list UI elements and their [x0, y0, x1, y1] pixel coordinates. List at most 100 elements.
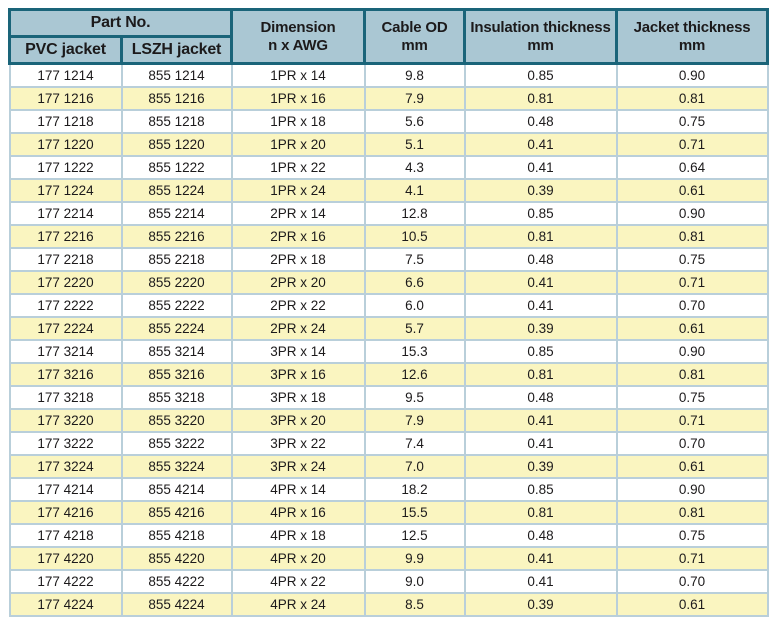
cell-dimension: 1PR x 16 [230, 85, 366, 111]
cell-jacket_thickness_mm: 0.71 [615, 131, 769, 157]
cell-dimension: 2PR x 24 [230, 315, 366, 341]
cell-insulation_thickness_mm: 0.39 [463, 177, 618, 203]
cell-dimension: 4PR x 22 [230, 568, 366, 594]
cell-pvc_part_no: 177 4224 [8, 591, 123, 617]
cell-cable_od_mm: 4.1 [363, 177, 466, 203]
cell-dimension: 3PR x 20 [230, 407, 366, 433]
cell-jacket_thickness_mm: 0.81 [615, 223, 769, 249]
table-row: 177 3220 855 3220 3PR x 20 7.9 0.41 0.71 [8, 407, 769, 433]
cell-pvc_part_no: 177 1222 [8, 154, 123, 180]
table-body: 177 1214 855 1214 1PR x 14 9.8 0.85 0.90 177 1… [8, 62, 769, 617]
cell-lszh_part_no: 855 3218 [120, 384, 233, 410]
cell-jacket_thickness_mm: 0.75 [615, 384, 769, 410]
cell-jacket_thickness_mm: 0.75 [615, 522, 769, 548]
cell-pvc_part_no: 177 2220 [8, 269, 123, 295]
cell-jacket_thickness_mm: 0.64 [615, 154, 769, 180]
header-dimension: Dimension n x AWG [230, 8, 366, 65]
cell-dimension: 1PR x 14 [230, 62, 366, 88]
cell-lszh_part_no: 855 1222 [120, 154, 233, 180]
cell-lszh_part_no: 855 1224 [120, 177, 233, 203]
table-row: 177 3214 855 3214 3PR x 14 15.3 0.85 0.90 [8, 338, 769, 364]
cell-jacket_thickness_mm: 0.70 [615, 430, 769, 456]
cell-pvc_part_no: 177 4214 [8, 476, 123, 502]
cell-pvc_part_no: 177 3218 [8, 384, 123, 410]
cell-cable_od_mm: 12.5 [363, 522, 466, 548]
cell-insulation_thickness_mm: 0.41 [463, 292, 618, 318]
header-cable-od: Cable OD mm [363, 8, 466, 65]
cell-insulation_thickness_mm: 0.48 [463, 522, 618, 548]
cell-dimension: 3PR x 24 [230, 453, 366, 479]
cell-insulation_thickness_mm: 0.48 [463, 108, 618, 134]
cell-pvc_part_no: 177 3220 [8, 407, 123, 433]
header-cable-od-line1: Cable OD [381, 18, 448, 36]
cell-jacket_thickness_mm: 0.61 [615, 591, 769, 617]
table-row: 177 4218 855 4218 4PR x 18 12.5 0.48 0.75 [8, 522, 769, 548]
cell-insulation_thickness_mm: 0.85 [463, 62, 618, 88]
cell-cable_od_mm: 9.5 [363, 384, 466, 410]
cell-cable_od_mm: 9.9 [363, 545, 466, 571]
cell-dimension: 3PR x 16 [230, 361, 366, 387]
header-dimension-line2: n x AWG [268, 36, 328, 54]
cell-cable_od_mm: 6.0 [363, 292, 466, 318]
cell-lszh_part_no: 855 1216 [120, 85, 233, 111]
cell-pvc_part_no: 177 2216 [8, 223, 123, 249]
cell-jacket_thickness_mm: 0.61 [615, 453, 769, 479]
table-row: 177 1216 855 1216 1PR x 16 7.9 0.81 0.81 [8, 85, 769, 111]
cell-cable_od_mm: 6.6 [363, 269, 466, 295]
cell-lszh_part_no: 855 1218 [120, 108, 233, 134]
cell-insulation_thickness_mm: 0.41 [463, 430, 618, 456]
cell-lszh_part_no: 855 1220 [120, 131, 233, 157]
cell-pvc_part_no: 177 4216 [8, 499, 123, 525]
cell-insulation_thickness_mm: 0.85 [463, 200, 618, 226]
cell-cable_od_mm: 7.0 [363, 453, 466, 479]
cell-insulation_thickness_mm: 0.81 [463, 361, 618, 387]
cell-cable_od_mm: 12.8 [363, 200, 466, 226]
cell-insulation_thickness_mm: 0.81 [463, 85, 618, 111]
cell-cable_od_mm: 9.0 [363, 568, 466, 594]
cell-dimension: 1PR x 18 [230, 108, 366, 134]
cell-dimension: 4PR x 16 [230, 499, 366, 525]
cell-dimension: 3PR x 22 [230, 430, 366, 456]
cell-insulation_thickness_mm: 0.48 [463, 384, 618, 410]
cell-pvc_part_no: 177 4220 [8, 545, 123, 571]
cell-cable_od_mm: 5.1 [363, 131, 466, 157]
cell-jacket_thickness_mm: 0.90 [615, 476, 769, 502]
cell-insulation_thickness_mm: 0.41 [463, 154, 618, 180]
cell-jacket_thickness_mm: 0.70 [615, 292, 769, 318]
cell-dimension: 2PR x 18 [230, 246, 366, 272]
cell-cable_od_mm: 7.9 [363, 407, 466, 433]
header-row-top: Part No. Dimension n x AWG Cable OD mm I… [8, 8, 769, 65]
cell-insulation_thickness_mm: 0.48 [463, 246, 618, 272]
header-insulation-thickness: Insulation thickness mm [463, 8, 618, 65]
table-row: 177 3218 855 3218 3PR x 18 9.5 0.48 0.75 [8, 384, 769, 410]
cell-pvc_part_no: 177 3214 [8, 338, 123, 364]
cell-jacket_thickness_mm: 0.81 [615, 499, 769, 525]
cell-insulation_thickness_mm: 0.81 [463, 223, 618, 249]
cell-cable_od_mm: 7.5 [363, 246, 466, 272]
cell-lszh_part_no: 855 4224 [120, 591, 233, 617]
cell-dimension: 1PR x 20 [230, 131, 366, 157]
header-jacket-thickness: Jacket thickness mm [615, 8, 769, 65]
cell-insulation_thickness_mm: 0.41 [463, 269, 618, 295]
header-row-sub: PVC jacket LSZH jacket [8, 35, 768, 65]
cell-dimension: 1PR x 22 [230, 154, 366, 180]
table-row: 177 4220 855 4220 4PR x 20 9.9 0.41 0.71 [8, 545, 769, 571]
cell-dimension: 4PR x 24 [230, 591, 366, 617]
header-jacket-line1: Jacket thickness [633, 18, 751, 36]
cell-cable_od_mm: 15.3 [363, 338, 466, 364]
cell-jacket_thickness_mm: 0.70 [615, 568, 769, 594]
cell-dimension: 2PR x 22 [230, 292, 366, 318]
cell-cable_od_mm: 8.5 [363, 591, 466, 617]
table-row: 177 1222 855 1222 1PR x 22 4.3 0.41 0.64 [8, 154, 769, 180]
cell-lszh_part_no: 855 3216 [120, 361, 233, 387]
cell-lszh_part_no: 855 2216 [120, 223, 233, 249]
cell-pvc_part_no: 177 3222 [8, 430, 123, 456]
cell-cable_od_mm: 18.2 [363, 476, 466, 502]
header-jacket-line2: mm [678, 36, 706, 54]
cell-pvc_part_no: 177 3224 [8, 453, 123, 479]
cell-jacket_thickness_mm: 0.71 [615, 407, 769, 433]
table-row: 177 4222 855 4222 4PR x 22 9.0 0.41 0.70 [8, 568, 769, 594]
cell-cable_od_mm: 15.5 [363, 499, 466, 525]
cell-pvc_part_no: 177 1214 [8, 62, 123, 88]
cell-jacket_thickness_mm: 0.90 [615, 62, 769, 88]
